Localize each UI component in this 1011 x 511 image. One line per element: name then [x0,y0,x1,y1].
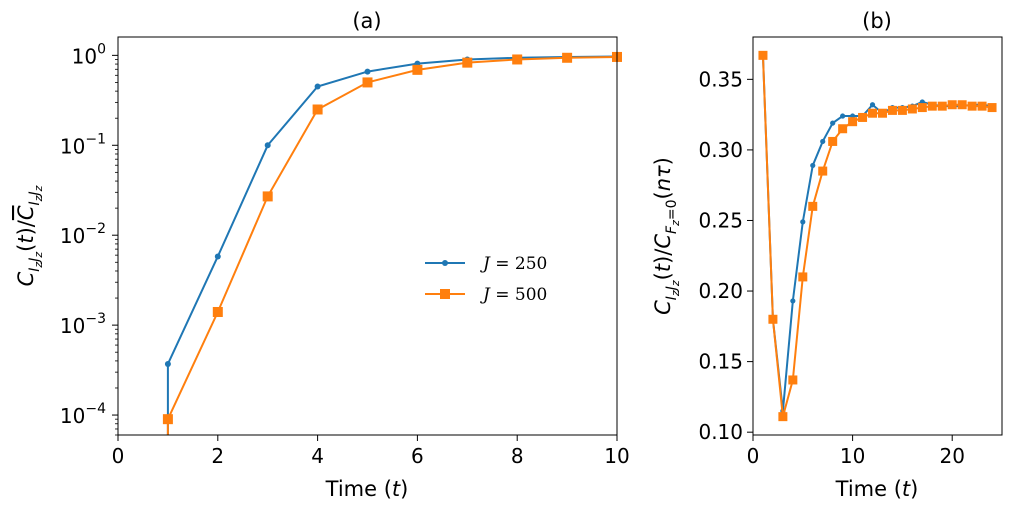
a-point-0 [314,83,321,90]
b-point-1 [977,101,987,111]
a-point-1 [262,191,273,202]
a-ytick-label: 10−4 [60,401,106,428]
b-xtick-label: 20 [939,444,964,468]
legend-marker-j500 [440,289,450,299]
a-xtick-label: 0 [112,444,125,468]
panel-b-title: (b) [862,9,892,33]
a-point-0 [164,360,171,367]
panel-a-frame [117,36,618,436]
panel-a: (a) 0 2 4 6 8 10 100 10−1 10−2 10−3 10−4 Time (t)… [14,9,630,501]
b-point-1 [887,105,897,115]
legend-marker-j250 [442,260,448,266]
b-point-1 [907,104,917,114]
b-point-1 [927,101,937,111]
b-point-1 [957,100,967,110]
a-series-line-1 [166,55,618,435]
b-point-0 [830,120,836,126]
a-ytick-label: 100 [72,41,106,68]
a-point-1 [462,57,473,68]
a-xtick-label: 8 [511,444,524,468]
b-xtick-label: 10 [840,444,865,468]
a-ytick-label: 10−3 [60,311,106,338]
a-point-0 [264,142,271,149]
b-ytick-label: 0.30 [698,138,743,162]
b-point-1 [788,375,798,385]
b-ytick-label: 0.25 [698,208,743,232]
a-point-1 [412,64,423,75]
panel-a-title: (a) [352,9,381,33]
a-point-0 [214,253,221,260]
legend-label-j250: J = 250 [480,254,547,274]
b-point-0 [840,113,846,119]
panel-b-frame [752,36,1003,436]
panel-b-xlabel: Time (t) [835,477,919,501]
a-xtick-label: 10 [604,444,629,468]
b-point-1 [848,117,858,127]
a-xtick-label: 4 [311,444,324,468]
b-point-0 [800,219,806,225]
b-point-1 [818,166,828,176]
b-point-1 [987,103,997,113]
panel-a-ylabel: CIzJz(t)/CIzJz [14,185,45,286]
panel-a-xlabel: Time (t) [325,477,409,501]
b-point-1 [937,101,947,111]
b-point-1 [828,136,838,146]
b-point-1 [758,50,768,60]
b-point-0 [820,138,826,145]
panel-b: (b) 0 10 20 0.10 0.15 0.20 0.25 0.30 0.35 Time … [651,9,1003,501]
b-point-1 [838,124,848,134]
a-xtick-label: 2 [211,444,224,468]
a-point-1 [162,414,173,425]
b-ytick-label: 0.10 [698,420,743,444]
a-ytick-label: 10−2 [60,221,106,248]
b-point-1 [897,105,907,115]
b-point-1 [858,112,868,122]
b-point-0 [790,298,796,304]
b-point-1 [967,101,977,111]
b-point-1 [947,100,957,110]
a-point-1 [512,54,523,65]
b-point-1 [798,272,808,282]
b-point-1 [768,314,778,324]
b-point-1 [877,108,887,118]
b-ytick-label: 0.20 [698,279,743,303]
panel-b-ylabel: CIzJz(t)/CFz=0(nτ) [651,157,682,315]
a-point-1 [362,77,373,88]
a-point-0 [364,68,371,75]
b-point-1 [868,108,878,118]
b-ytick-label: 0.35 [698,67,743,91]
a-xtick-label: 6 [411,444,424,468]
b-point-1 [778,412,788,422]
b-point-0 [869,102,876,108]
a-series-line-0 [166,55,618,435]
a-ytick-label: 10−1 [60,131,106,158]
a-point-1 [562,52,573,63]
b-ytick-label: 0.15 [698,350,743,374]
b-point-0 [810,162,816,169]
legend: J = 250 J = 500 [425,254,547,305]
b-point-1 [808,201,818,211]
b-point-1 [917,103,927,113]
a-point-1 [212,306,223,317]
legend-label-j500: J = 500 [480,285,547,305]
a-point-1 [312,104,323,115]
b-xtick-label: 0 [747,444,760,468]
